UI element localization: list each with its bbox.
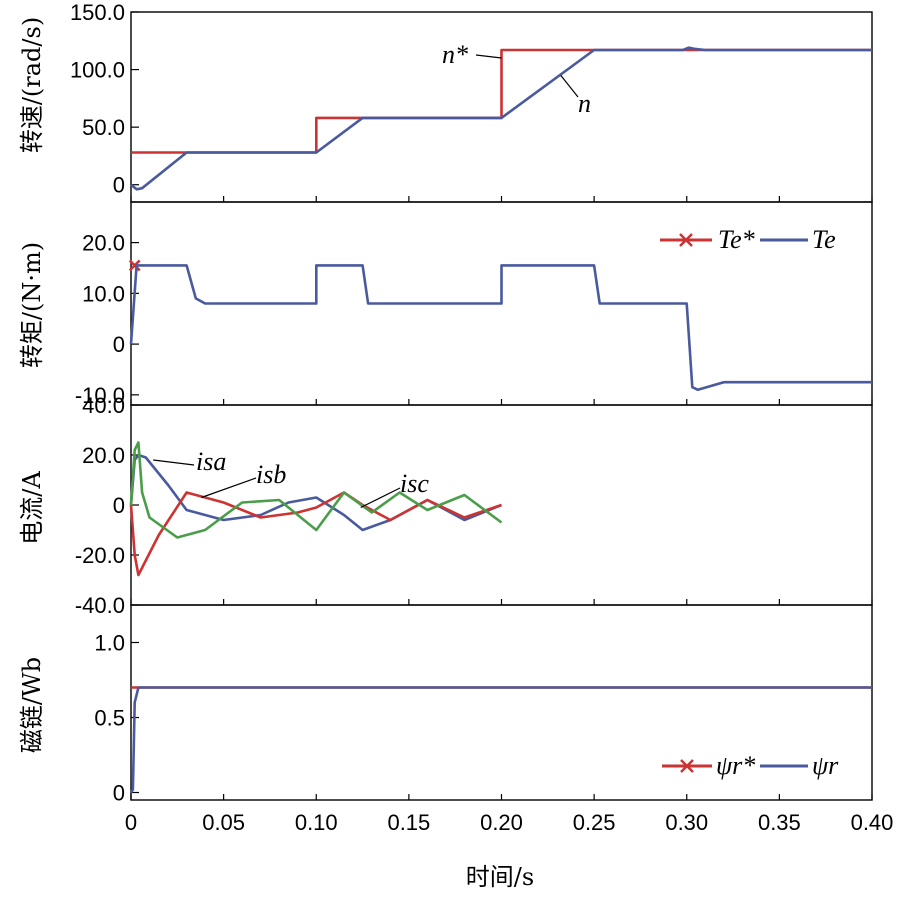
annotation-n-star: n* — [442, 40, 468, 69]
annotation-isa: isa — [196, 447, 226, 476]
series-line-ψr — [129, 686, 872, 794]
current-ytick-label: 20.0 — [82, 443, 125, 468]
annotation-pointer — [201, 477, 257, 499]
x-tick-label: 0.35 — [758, 810, 801, 835]
flux-ytick-label: 0 — [113, 781, 125, 806]
speed-ytick-label: 100.0 — [70, 58, 125, 83]
current-axis-label: 电流/A — [18, 471, 46, 545]
flux-ytick-label: 1.0 — [94, 631, 125, 656]
annotation-pointer — [560, 74, 579, 98]
annotation-isc: isc — [400, 469, 429, 498]
legend-te-star: Te* — [718, 225, 755, 254]
series-marker-Te* — [128, 259, 141, 272]
speed-ytick-label: 50.0 — [82, 115, 125, 140]
annotation-n: n — [578, 89, 591, 118]
speed-axis-label: 转速/(rad/s) — [18, 17, 46, 153]
x-tick-label: 0.20 — [480, 810, 523, 835]
x-tick-label: 0.15 — [387, 810, 430, 835]
torque-ytick-label: 0 — [113, 332, 125, 357]
series-line-isb — [129, 491, 502, 577]
current-ytick-label: 0 — [113, 493, 125, 518]
series-line-isc — [129, 441, 503, 539]
flux-legend: ψr* ψr — [662, 751, 839, 780]
torque-legend: Te* Te — [660, 225, 836, 254]
annotation-isb: isb — [256, 460, 286, 489]
speed-ytick-label: 150.0 — [70, 0, 125, 25]
x-tick-label: 0.25 — [573, 810, 616, 835]
annotation-pointer — [475, 54, 502, 59]
series-line-Te — [129, 264, 872, 392]
torque-axis-label: 转矩/(N·m) — [18, 242, 46, 368]
x-tick-label: 0.40 — [851, 810, 894, 835]
x-tick-label: 0.30 — [665, 810, 708, 835]
annotation-pointer — [360, 487, 401, 509]
x-tick-label: 0.10 — [295, 810, 338, 835]
legend-psi-star: ψr* — [716, 751, 755, 780]
x-axis-label: 时间/s — [466, 863, 534, 891]
legend-psi: ψr — [812, 751, 839, 780]
current-ytick-label: -40.0 — [75, 593, 125, 618]
flux-axis-label: 磁链/Wb — [18, 657, 46, 753]
series-line-n* — [131, 48, 872, 154]
torque-ytick-label: 10.0 — [82, 281, 125, 306]
legend-te: Te — [812, 225, 836, 254]
torque-ytick-label: -10.0 — [75, 383, 125, 408]
annotation-pointer — [153, 459, 195, 466]
flux-ytick-label: 0.5 — [94, 706, 125, 731]
speed-ytick-label: 0 — [113, 173, 125, 198]
x-tick-label: 0.05 — [202, 810, 245, 835]
series-line-n — [130, 46, 872, 191]
torque-ytick-label: 20.0 — [82, 231, 125, 256]
current-ytick-label: -20.0 — [75, 543, 125, 568]
current-ytick-label: 40.0 — [82, 393, 125, 418]
x-tick-label: 0 — [125, 810, 137, 835]
flux-frame — [130, 604, 873, 801]
